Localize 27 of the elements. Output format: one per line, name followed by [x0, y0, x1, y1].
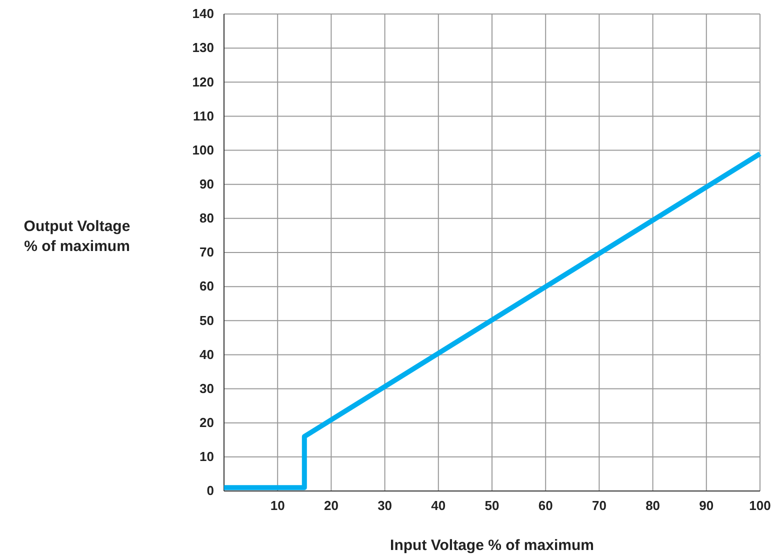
x-axis-title: Input Voltage % of maximum [390, 537, 594, 554]
y-tick-label: 120 [192, 74, 214, 90]
y-axis-title: Output Voltage % of maximum [24, 218, 130, 255]
y-tick-label: 0 [206, 483, 214, 498]
x-tick-label: 100 [749, 498, 771, 514]
y-tick-label: 110 [193, 108, 214, 124]
x-tick-label: 10 [270, 498, 285, 514]
y-tick-label: 20 [200, 415, 214, 430]
y-tick-label: 140 [192, 6, 214, 22]
x-tick-label: 20 [324, 498, 338, 514]
y-tick-label: 50 [200, 312, 214, 328]
x-tick-label: 30 [378, 498, 392, 514]
y-tick-label: 100 [192, 142, 214, 158]
x-tick-label: 50 [484, 498, 500, 514]
y-tick-label: 30 [200, 380, 214, 396]
y-tick-label: 70 [200, 244, 214, 260]
y-tick-label: 90 [200, 176, 214, 192]
x-tick-label: 40 [431, 498, 446, 514]
y-tick-label: 80 [200, 210, 214, 226]
y-tick-label: 130 [192, 40, 214, 56]
x-tick-label: 70 [592, 498, 606, 514]
y-tick-label: 40 [200, 346, 214, 362]
x-tick-label: 90 [699, 498, 714, 514]
x-tick-label: 60 [538, 498, 553, 514]
y-tick-label: 60 [200, 278, 214, 294]
y-tick-label: 10 [200, 449, 214, 464]
x-tick-label: 80 [646, 498, 660, 514]
